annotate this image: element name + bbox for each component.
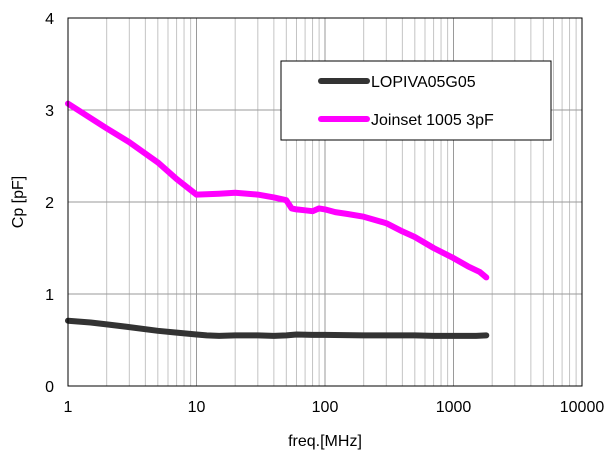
legend-label-2: Joinset 1005 3pF <box>371 112 494 129</box>
y-tick-label: 4 <box>45 11 54 28</box>
series-layer <box>65 100 490 339</box>
y-axis-label: Cp [pF] <box>10 176 27 228</box>
series-line-2 <box>65 100 490 281</box>
x-axis-label: freq.[MHz] <box>288 433 362 450</box>
x-tick-label: 1000 <box>436 399 472 416</box>
plot-frame <box>67 17 583 387</box>
y-tick-label: 3 <box>45 103 54 120</box>
x-tick-label: 10 <box>188 399 206 416</box>
y-tick-label: 0 <box>45 379 54 396</box>
x-tick-label: 10000 <box>560 399 605 416</box>
series-line-1 <box>65 317 490 339</box>
x-tick-label: 1 <box>64 399 73 416</box>
legend: LOPIVA05G05 Joinset 1005 3pF <box>280 60 552 141</box>
legend-box <box>280 60 552 141</box>
y-tick-label: 1 <box>45 287 54 304</box>
x-tick-label: 100 <box>312 399 339 416</box>
grid <box>68 18 582 386</box>
y-tick-label: 2 <box>45 195 54 212</box>
legend-label-1: LOPIVA05G05 <box>371 74 476 91</box>
